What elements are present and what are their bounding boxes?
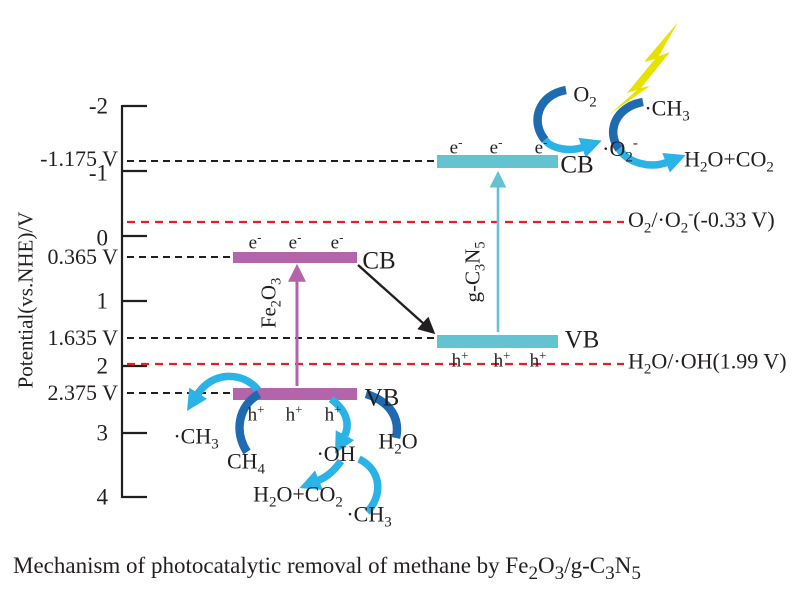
methyl-out-arrow-left xyxy=(186,372,261,412)
gc3n5-vb-band xyxy=(437,335,558,348)
tick-label-0: 0 xyxy=(96,225,109,251)
figure-caption: Mechanism of photocatalytic removal of m… xyxy=(13,553,641,584)
level-label-fe2o3-cb: 0.365 V xyxy=(47,244,119,269)
water-label: H2O xyxy=(378,428,418,458)
hole-label: h+ xyxy=(324,401,342,426)
lightning-icon xyxy=(610,22,678,114)
electron-label: e- xyxy=(534,134,548,159)
electron-transfer-arrow xyxy=(357,264,436,335)
hole-label: h+ xyxy=(451,347,469,372)
fe2o3-name-label: Fe2O3 xyxy=(256,277,285,329)
methyl-left-label: ·CH3 xyxy=(173,423,219,453)
gc3n5-cb-band xyxy=(437,155,558,168)
hydroxyl-out-arrow xyxy=(328,395,355,454)
electron-label: e- xyxy=(449,134,463,159)
methyl-inflow-arrow-bottom xyxy=(357,455,382,515)
hole-label: h+ xyxy=(285,401,303,426)
methyl-inflow-arrow-top xyxy=(608,97,645,152)
redox-label-superoxide: O2/·O2-(-0.33 V) xyxy=(628,206,775,237)
vb-label-gc3n5: VB xyxy=(564,326,600,354)
water-inflow-arrow xyxy=(364,389,402,439)
o2-label: O2 xyxy=(573,81,597,111)
fe2o3-cb-band xyxy=(233,252,357,263)
level-label-gc3n5-cb: -1.175 V xyxy=(40,146,118,171)
axis-tick-marks xyxy=(122,104,147,499)
methane-label: CH4 xyxy=(226,448,266,478)
tick-label-minus1: -1 xyxy=(88,160,108,186)
hole-label: h+ xyxy=(529,347,547,372)
tick-label-3: 3 xyxy=(96,420,109,446)
products-bottom-label: H2O+CO2 xyxy=(253,481,343,511)
cb-label-fe2o3: CB xyxy=(362,247,396,275)
tick-label-2: 2 xyxy=(96,353,109,379)
tick-label-1: 1 xyxy=(96,288,109,314)
gc3n5-name-label: g-C3N5 xyxy=(460,241,489,303)
hole-label: h+ xyxy=(493,347,511,372)
vb-label-fe2o3: VB xyxy=(364,384,400,412)
electron-label: e- xyxy=(330,229,344,254)
level-label-fe2o3-vb: 2.375 V xyxy=(47,380,119,405)
methyl-top-label: ·CH3 xyxy=(644,95,690,125)
hole-label: h+ xyxy=(247,401,265,426)
hydroxyl-label: ·OH xyxy=(316,441,356,466)
level-label-gc3n5-vb: 1.635 V xyxy=(47,325,119,350)
fe2o3-vb-band xyxy=(233,388,357,400)
cb-label-gc3n5: CB xyxy=(560,151,594,179)
products-top-label: H2O+CO2 xyxy=(684,146,774,176)
superoxide-label: ·O2- xyxy=(602,135,638,166)
tick-label-4: 4 xyxy=(96,484,109,510)
electron-label: e- xyxy=(489,134,503,159)
products-out-arrow-bottom xyxy=(299,458,345,490)
o2-inflow-arrow xyxy=(533,85,568,143)
methyl-bottom-label: ·CH3 xyxy=(346,501,392,531)
methane-inflow-arrow xyxy=(235,390,262,455)
electron-label: e- xyxy=(248,229,262,254)
superoxide-out-arrow xyxy=(542,137,602,158)
electron-label: e- xyxy=(288,229,302,254)
tick-label-minus2: -2 xyxy=(88,93,108,119)
redox-label-hydroxyl: H2O/·OH(1.99 V) xyxy=(628,348,787,378)
products-out-arrow-top xyxy=(615,146,686,173)
